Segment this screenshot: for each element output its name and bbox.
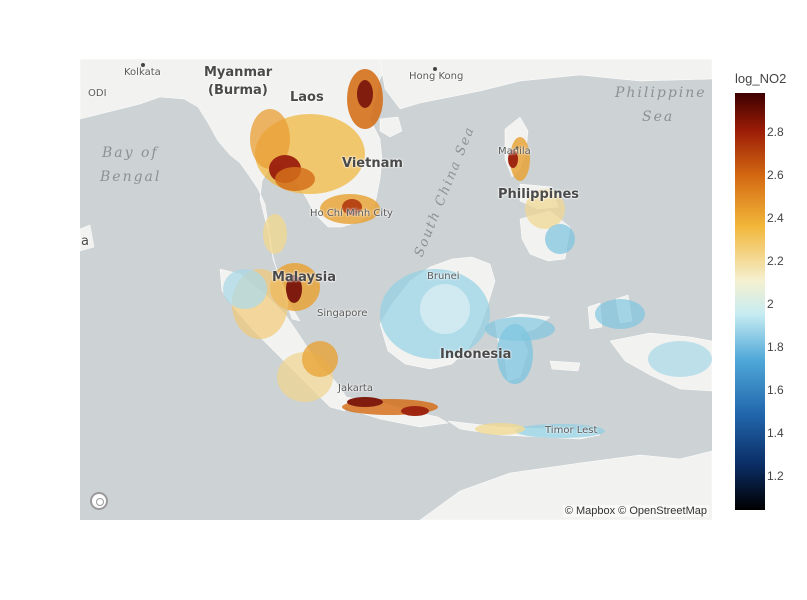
colorbar-tick: 1.6 — [767, 383, 784, 397]
china-coast — [379, 59, 712, 110]
sri-lanka — [80, 224, 95, 252]
colorbar-tick: 2.8 — [767, 125, 784, 139]
map-basemap — [80, 59, 712, 520]
colorbar-tick: 2.6 — [767, 168, 784, 182]
hainan — [379, 116, 403, 138]
colorbar-tick: 1.2 — [767, 469, 784, 483]
colorbar-tick: 2.2 — [767, 254, 784, 268]
map-place-dots — [141, 63, 519, 150]
colorbar — [735, 93, 765, 510]
mapbox-logo-icon[interactable] — [90, 492, 108, 510]
no2-data-overlay — [223, 69, 712, 438]
colorbar-tick: 1.4 — [767, 426, 784, 440]
map-view[interactable]: Kolkata Myanmar (Burma) Laos Hong Kong V… — [80, 59, 712, 520]
colorbar-title: log_NO2 — [735, 71, 787, 86]
colorbar-tick: 2 — [767, 297, 774, 311]
map-attribution[interactable]: © Mapbox © OpenStreetMap — [562, 505, 709, 517]
colorbar-tick: 1.8 — [767, 340, 784, 354]
colorbar-tick: 2.4 — [767, 211, 784, 225]
australia — [419, 450, 712, 520]
